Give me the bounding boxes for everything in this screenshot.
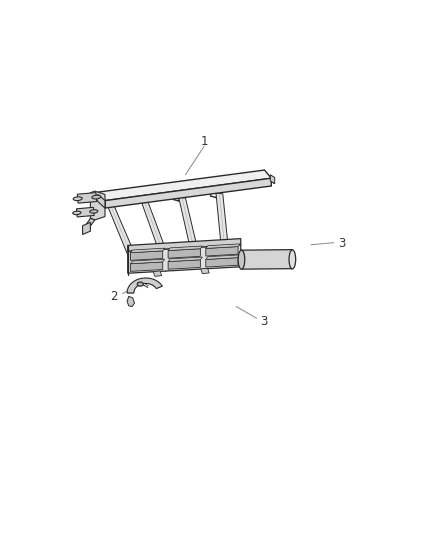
- Polygon shape: [131, 259, 165, 264]
- Ellipse shape: [92, 195, 101, 199]
- Polygon shape: [85, 218, 95, 229]
- Polygon shape: [107, 205, 136, 259]
- Polygon shape: [241, 249, 293, 269]
- Polygon shape: [105, 178, 271, 208]
- Polygon shape: [77, 207, 94, 217]
- Polygon shape: [179, 197, 197, 249]
- Polygon shape: [206, 257, 238, 267]
- Polygon shape: [128, 239, 241, 251]
- Text: 2: 2: [110, 290, 118, 303]
- Polygon shape: [153, 271, 162, 276]
- Polygon shape: [98, 170, 271, 200]
- Polygon shape: [206, 244, 240, 248]
- Polygon shape: [127, 296, 134, 306]
- Text: 3: 3: [338, 237, 345, 250]
- Ellipse shape: [73, 197, 82, 200]
- Polygon shape: [206, 255, 240, 260]
- Polygon shape: [201, 268, 209, 273]
- Polygon shape: [131, 248, 165, 253]
- Polygon shape: [168, 246, 202, 251]
- Polygon shape: [131, 262, 162, 271]
- Polygon shape: [270, 175, 275, 184]
- Polygon shape: [168, 260, 200, 269]
- Polygon shape: [141, 201, 167, 254]
- Ellipse shape: [73, 211, 81, 215]
- Ellipse shape: [137, 282, 143, 286]
- Text: 1: 1: [200, 135, 208, 148]
- Polygon shape: [95, 195, 105, 208]
- Polygon shape: [98, 192, 105, 208]
- Polygon shape: [127, 278, 162, 293]
- Polygon shape: [78, 192, 97, 203]
- Polygon shape: [216, 193, 228, 245]
- Polygon shape: [131, 251, 162, 260]
- Polygon shape: [168, 257, 202, 262]
- Ellipse shape: [238, 250, 245, 269]
- Polygon shape: [206, 247, 238, 256]
- Polygon shape: [128, 245, 241, 273]
- Text: 3: 3: [260, 316, 267, 328]
- Polygon shape: [90, 191, 105, 220]
- Polygon shape: [83, 222, 90, 235]
- Polygon shape: [168, 249, 200, 258]
- Ellipse shape: [289, 250, 296, 269]
- Ellipse shape: [90, 209, 98, 213]
